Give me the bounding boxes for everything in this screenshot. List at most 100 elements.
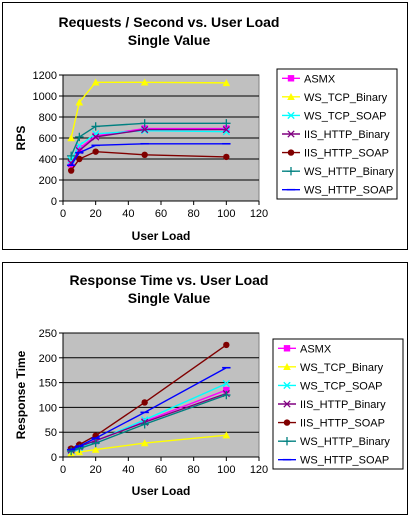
- legend-label: IIS_HTTP_SOAP: [300, 418, 385, 430]
- x-tick-label: 20: [90, 208, 102, 220]
- data-point-shape: [75, 98, 84, 106]
- data-point: [91, 78, 100, 86]
- chart-title: Requests / Second vs. User Load: [59, 14, 280, 30]
- data-point: [92, 148, 99, 155]
- legend-marker-shape: [283, 400, 291, 408]
- legend-label: WS_HTTP_Binary: [300, 436, 390, 448]
- legend-label: WS_HTTP_SOAP: [304, 185, 393, 197]
- data-point: [222, 79, 231, 87]
- legend-item: WS_TCP_Binary: [282, 92, 388, 104]
- y-tick-label: 0: [51, 452, 57, 464]
- legend-marker: [283, 363, 291, 371]
- y-axis-label: Response Time: [14, 350, 28, 439]
- data-point: [222, 119, 231, 128]
- legend-label: WS_TCP_SOAP: [304, 110, 387, 122]
- legend-item: WS_TCP_Binary: [278, 362, 384, 374]
- data-point-shape: [66, 151, 76, 161]
- data-point: [141, 399, 148, 406]
- data-point-shape: [91, 122, 100, 131]
- series-ws-http-binary: [66, 390, 231, 456]
- data-point: [92, 133, 100, 141]
- series-ws-tcp-binary: [67, 431, 231, 457]
- y-tick-label: 100: [39, 402, 57, 414]
- legend-marker-shape: [283, 381, 291, 390]
- series-iis-http-binary: [67, 125, 230, 167]
- legend-item: ASMX: [278, 343, 332, 355]
- series-ws-http-binary: [66, 119, 231, 161]
- legend-marker: [287, 111, 295, 120]
- data-point-shape: [141, 399, 148, 406]
- data-point: [223, 125, 230, 132]
- data-point: [91, 445, 100, 453]
- data-point-shape: [140, 420, 149, 429]
- data-point: [66, 446, 76, 456]
- series-ws-http-soap: [66, 142, 231, 167]
- legend-label: IIS_HTTP_SOAP: [304, 148, 389, 160]
- data-point: [222, 390, 231, 400]
- legend-label: WS_TCP_Binary: [304, 92, 388, 104]
- x-tick-label: 40: [122, 208, 134, 220]
- y-tick-label: 150: [39, 378, 57, 390]
- data-point: [91, 122, 100, 131]
- legend-marker-shape: [283, 363, 291, 371]
- legend-item: IIS_HTTP_SOAP: [278, 418, 385, 430]
- response-time-chart-panel: Response Time vs. User Load Single Value 0…: [2, 262, 408, 515]
- data-point-shape: [223, 153, 230, 161]
- legend-item: WS_HTTP_Binary: [282, 166, 394, 178]
- x-tick-label: 100: [217, 464, 235, 476]
- x-tick-label: 100: [217, 208, 235, 220]
- data-point-shape: [141, 125, 148, 132]
- data-point-shape: [140, 439, 149, 447]
- x-tick-label: 0: [60, 208, 66, 220]
- x-tick-label: 80: [188, 208, 200, 220]
- legend-marker-shape: [287, 130, 295, 138]
- data-point-shape: [222, 125, 230, 134]
- data-point-shape: [92, 132, 99, 140]
- data-point: [91, 438, 100, 448]
- data-point-shape: [67, 134, 75, 142]
- data-point-shape: [75, 132, 84, 142]
- data-point-shape: [76, 145, 83, 152]
- data-point-shape: [223, 125, 230, 132]
- data-point-shape: [141, 151, 148, 158]
- legend-marker: [283, 419, 291, 426]
- x-axis-label: User Load: [132, 229, 191, 243]
- data-point-shape: [76, 155, 83, 163]
- data-point-shape: [141, 126, 149, 135]
- response-time-chart: Response Time vs. User Load Single Value 0…: [14, 272, 404, 498]
- data-point: [222, 125, 230, 134]
- legend-marker-shape: [283, 345, 291, 352]
- x-tick-label: 20: [90, 464, 102, 476]
- series-iis-http-soap: [67, 148, 230, 174]
- chart-subtitle: Single Value: [128, 32, 211, 48]
- data-point: [141, 126, 149, 135]
- data-point-shape: [223, 341, 230, 349]
- data-point: [140, 119, 149, 128]
- legend-label: WS_HTTP_Binary: [304, 166, 394, 178]
- data-point: [223, 386, 230, 394]
- legend-item: IIS_HTTP_Binary: [278, 399, 386, 411]
- y-tick-label: 250: [39, 328, 57, 340]
- x-tick-label: 120: [250, 464, 268, 476]
- y-tick-label: 200: [39, 175, 57, 187]
- x-tick-label: 120: [250, 208, 268, 220]
- data-point-shape: [91, 438, 100, 448]
- legend-marker-shape: [283, 419, 291, 426]
- y-tick-label: 800: [39, 112, 57, 124]
- y-axis-label: RPS: [14, 126, 28, 151]
- data-point-shape: [92, 148, 99, 155]
- data-point: [66, 151, 76, 161]
- legend-marker-shape: [287, 75, 295, 82]
- legend-marker-shape: [287, 93, 295, 101]
- series-ws-http-soap: [66, 366, 231, 451]
- y-tick-label: 400: [39, 154, 57, 166]
- data-point: [141, 125, 148, 132]
- data-point: [222, 431, 231, 439]
- legend-marker: [282, 436, 292, 446]
- legend-marker: [283, 345, 291, 352]
- legend-marker: [283, 381, 291, 390]
- legend-item: WS_TCP_SOAP: [278, 380, 383, 392]
- x-tick-label: 80: [188, 464, 200, 476]
- rps-chart: Requests / Second vs. User Load Single Va…: [14, 14, 398, 243]
- data-point-shape: [91, 78, 100, 86]
